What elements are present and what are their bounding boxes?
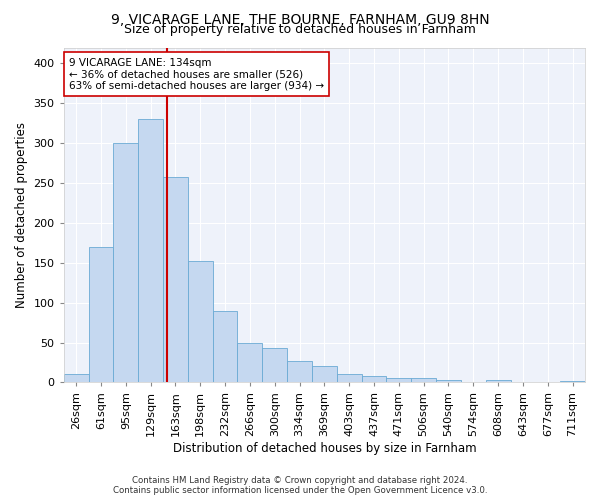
Bar [287, 361, 312, 382]
Text: Size of property relative to detached houses in Farnham: Size of property relative to detached ho… [124, 22, 476, 36]
Bar [312, 366, 337, 382]
Text: Contains HM Land Registry data © Crown copyright and database right 2024.
Contai: Contains HM Land Registry data © Crown c… [113, 476, 487, 495]
Bar [436, 380, 461, 382]
Bar [362, 376, 386, 382]
Bar [212, 310, 238, 382]
Bar [560, 381, 585, 382]
Bar [411, 378, 436, 382]
Bar [188, 261, 212, 382]
Bar [337, 374, 362, 382]
X-axis label: Distribution of detached houses by size in Farnham: Distribution of detached houses by size … [173, 442, 476, 455]
Bar [138, 120, 163, 382]
Bar [113, 143, 138, 382]
Text: 9, VICARAGE LANE, THE BOURNE, FARNHAM, GU9 8HN: 9, VICARAGE LANE, THE BOURNE, FARNHAM, G… [110, 12, 490, 26]
Bar [238, 342, 262, 382]
Bar [386, 378, 411, 382]
Y-axis label: Number of detached properties: Number of detached properties [15, 122, 28, 308]
Bar [262, 348, 287, 382]
Bar [89, 247, 113, 382]
Bar [486, 380, 511, 382]
Bar [64, 374, 89, 382]
Bar [163, 176, 188, 382]
Text: 9 VICARAGE LANE: 134sqm
← 36% of detached houses are smaller (526)
63% of semi-d: 9 VICARAGE LANE: 134sqm ← 36% of detache… [69, 58, 324, 90]
